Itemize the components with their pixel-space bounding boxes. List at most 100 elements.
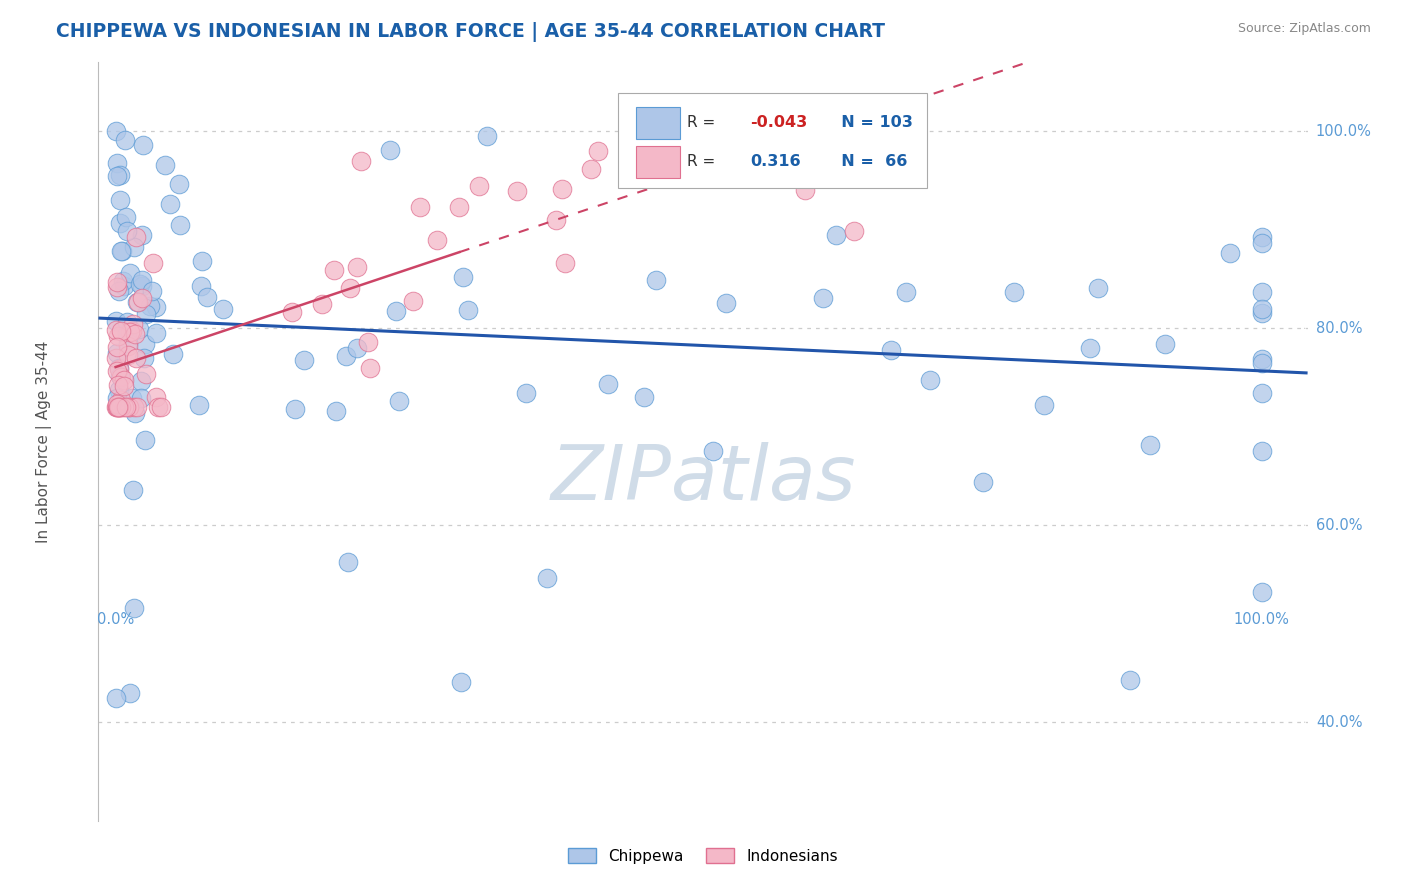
- Point: [104, 124, 127, 138]
- Point: [813, 291, 835, 305]
- Point: [159, 197, 181, 211]
- Point: [105, 364, 128, 378]
- Text: ZIPatlas: ZIPatlas: [550, 442, 856, 516]
- Point: [111, 244, 134, 259]
- Point: [128, 277, 150, 292]
- Text: 100.0%: 100.0%: [1234, 612, 1289, 627]
- Text: 40.0%: 40.0%: [1316, 714, 1362, 730]
- Text: -0.043: -0.043: [751, 115, 807, 130]
- Legend: Chippewa, Indonesians: Chippewa, Indonesians: [562, 842, 844, 870]
- Point: [129, 374, 152, 388]
- Point: [131, 273, 153, 287]
- Text: Source: ZipAtlas.com: Source: ZipAtlas.com: [1237, 22, 1371, 36]
- Point: [128, 322, 150, 336]
- Point: [1250, 386, 1272, 401]
- FancyBboxPatch shape: [637, 146, 681, 178]
- Point: [122, 600, 145, 615]
- Point: [134, 433, 156, 447]
- Point: [108, 368, 131, 383]
- Point: [107, 362, 129, 376]
- Point: [108, 284, 131, 298]
- Point: [121, 391, 143, 405]
- Point: [114, 378, 136, 392]
- Point: [162, 346, 184, 360]
- Point: [515, 386, 537, 401]
- Point: [110, 168, 132, 182]
- Point: [842, 224, 865, 238]
- Point: [105, 323, 128, 337]
- Point: [104, 690, 127, 705]
- Point: [150, 400, 173, 414]
- Point: [110, 216, 132, 230]
- Point: [110, 193, 132, 207]
- Point: [145, 390, 167, 404]
- Point: [107, 400, 129, 414]
- Point: [125, 351, 148, 365]
- Point: [280, 305, 302, 319]
- Point: [135, 367, 157, 381]
- Point: [1154, 337, 1177, 351]
- Point: [825, 228, 848, 243]
- Text: In Labor Force | Age 35-44: In Labor Force | Age 35-44: [37, 341, 52, 542]
- Point: [536, 571, 558, 585]
- Text: 0.0%: 0.0%: [97, 612, 134, 627]
- Point: [1033, 398, 1056, 412]
- Point: [793, 183, 815, 197]
- Point: [104, 400, 127, 414]
- Point: [105, 156, 128, 170]
- Point: [346, 341, 368, 355]
- Point: [868, 151, 890, 165]
- Point: [1087, 281, 1109, 295]
- Point: [325, 404, 347, 418]
- Point: [388, 393, 411, 408]
- Point: [105, 400, 128, 414]
- Point: [105, 351, 128, 366]
- Point: [544, 212, 567, 227]
- Point: [112, 279, 135, 293]
- Point: [121, 324, 143, 338]
- Point: [972, 475, 994, 490]
- Point: [122, 317, 145, 331]
- Point: [105, 169, 128, 183]
- Point: [105, 397, 128, 411]
- Point: [359, 360, 381, 375]
- Point: [142, 256, 165, 270]
- Point: [335, 349, 357, 363]
- Point: [167, 177, 190, 191]
- Point: [195, 290, 218, 304]
- Point: [920, 373, 942, 387]
- Point: [118, 325, 141, 339]
- Point: [1250, 229, 1272, 244]
- Point: [1250, 351, 1272, 366]
- Point: [551, 181, 574, 195]
- Point: [284, 401, 307, 416]
- Point: [1139, 438, 1161, 452]
- Point: [402, 294, 425, 309]
- Text: R =: R =: [688, 115, 720, 130]
- Point: [292, 352, 315, 367]
- Text: N = 103: N = 103: [830, 115, 912, 130]
- Point: [1250, 235, 1272, 250]
- Point: [191, 254, 214, 268]
- FancyBboxPatch shape: [619, 93, 927, 187]
- Point: [716, 295, 738, 310]
- Point: [339, 281, 361, 295]
- Point: [118, 400, 141, 414]
- Point: [1250, 585, 1272, 599]
- Point: [110, 244, 132, 258]
- Point: [124, 400, 146, 414]
- Point: [108, 383, 131, 397]
- Point: [380, 143, 402, 157]
- Point: [145, 300, 167, 314]
- Point: [115, 315, 138, 329]
- Point: [118, 686, 141, 700]
- Point: [477, 128, 499, 143]
- Point: [1250, 306, 1272, 320]
- Text: 80.0%: 80.0%: [1316, 321, 1362, 335]
- Point: [115, 400, 138, 414]
- Point: [110, 324, 132, 338]
- Point: [146, 400, 169, 414]
- Point: [105, 340, 128, 354]
- Point: [118, 400, 141, 414]
- Point: [132, 137, 155, 152]
